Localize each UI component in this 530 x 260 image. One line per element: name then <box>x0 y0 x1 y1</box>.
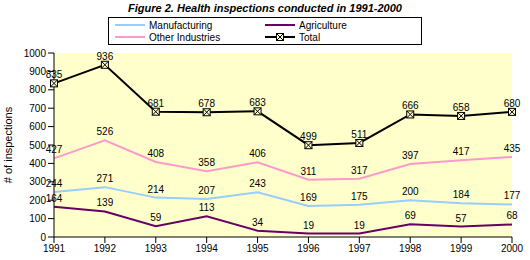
svg-text:2000: 2000 <box>501 243 524 254</box>
svg-text:34: 34 <box>252 217 264 228</box>
svg-text:214: 214 <box>147 184 164 195</box>
svg-text:1992: 1992 <box>94 243 117 254</box>
svg-text:271: 271 <box>97 173 114 184</box>
svg-text:526: 526 <box>97 126 114 137</box>
svg-text:406: 406 <box>249 148 266 159</box>
svg-text:435: 435 <box>504 143 521 154</box>
svg-text:113: 113 <box>199 202 215 213</box>
svg-text:1993: 1993 <box>145 243 168 254</box>
svg-text:511: 511 <box>351 129 367 140</box>
svg-text:184: 184 <box>453 189 470 200</box>
svg-text:177: 177 <box>504 190 521 201</box>
svg-text:1996: 1996 <box>297 243 320 254</box>
svg-text:19: 19 <box>303 220 315 231</box>
svg-text:666: 666 <box>402 100 419 111</box>
svg-text:900: 900 <box>29 66 46 77</box>
svg-text:600: 600 <box>29 121 46 132</box>
svg-text:499: 499 <box>300 131 317 142</box>
svg-text:68: 68 <box>506 210 518 221</box>
svg-text:207: 207 <box>198 185 215 196</box>
svg-text:397: 397 <box>402 150 419 161</box>
svg-text:800: 800 <box>29 84 46 95</box>
html-text:Figure 2. Health inspections c: Figure 2. Health inspections conducted i… <box>128 2 402 14</box>
svg-text:680: 680 <box>504 98 521 109</box>
svg-text:69: 69 <box>405 210 417 221</box>
svg-text:427: 427 <box>46 144 63 155</box>
svg-text:500: 500 <box>29 140 46 151</box>
svg-text:100: 100 <box>29 213 46 224</box>
svg-text:1999: 1999 <box>450 243 473 254</box>
svg-text:164: 164 <box>46 193 63 204</box>
svg-text:1995: 1995 <box>246 243 269 254</box>
svg-text:683: 683 <box>249 97 266 108</box>
svg-text:1991: 1991 <box>43 243 66 254</box>
svg-text:681: 681 <box>147 98 164 109</box>
svg-text:678: 678 <box>198 98 215 109</box>
svg-text:417: 417 <box>453 146 470 157</box>
svg-text:1000: 1000 <box>24 48 47 59</box>
svg-text:1998: 1998 <box>399 243 422 254</box>
html-text:Total: Total <box>299 31 321 43</box>
svg-text:0: 0 <box>40 232 46 243</box>
svg-text:200: 200 <box>402 186 419 197</box>
html-text:Other Industries: Other Industries <box>149 31 221 43</box>
svg-text:317: 317 <box>351 165 368 176</box>
svg-text:1994: 1994 <box>196 243 219 254</box>
svg-text:658: 658 <box>453 102 470 113</box>
svg-text:59: 59 <box>150 212 162 223</box>
svg-text:# of inspections: # of inspections <box>2 106 14 183</box>
svg-text:408: 408 <box>147 148 164 159</box>
svg-text:139: 139 <box>97 197 114 208</box>
svg-text:358: 358 <box>198 157 215 168</box>
svg-text:175: 175 <box>351 191 368 202</box>
svg-text:1997: 1997 <box>348 243 371 254</box>
svg-text:243: 243 <box>249 178 266 189</box>
svg-text:19: 19 <box>354 220 366 231</box>
svg-text:200: 200 <box>29 195 46 206</box>
html-text:Agriculture: Agriculture <box>299 19 347 31</box>
html-text:Manufacturing: Manufacturing <box>149 19 213 31</box>
svg-text:835: 835 <box>46 69 63 80</box>
svg-text:169: 169 <box>300 192 317 203</box>
svg-text:400: 400 <box>29 158 46 169</box>
svg-text:300: 300 <box>29 176 46 187</box>
svg-text:936: 936 <box>97 51 114 62</box>
svg-text:700: 700 <box>29 103 46 114</box>
svg-text:311: 311 <box>300 166 316 177</box>
svg-text:244: 244 <box>46 178 63 189</box>
svg-text:57: 57 <box>456 213 468 224</box>
